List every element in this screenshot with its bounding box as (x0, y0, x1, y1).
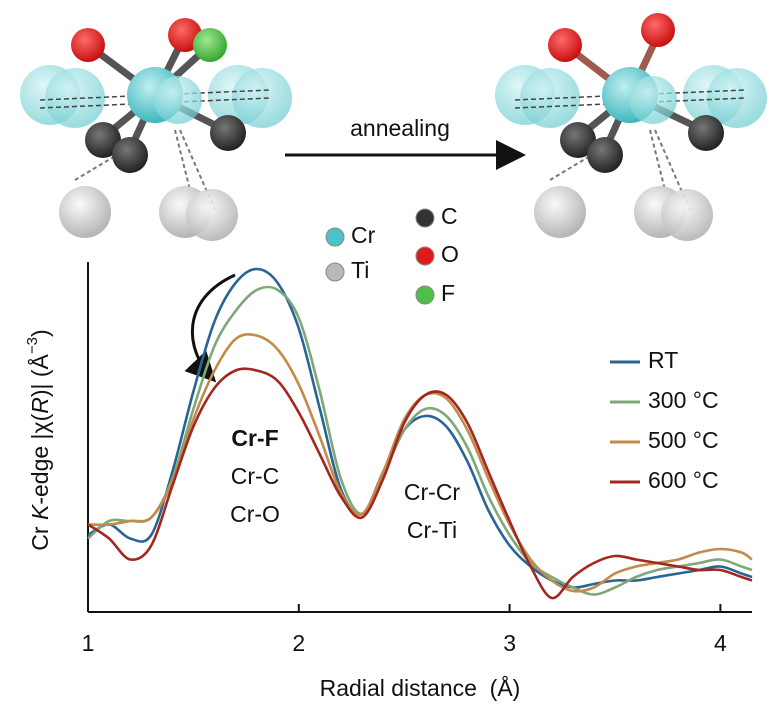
legend-label: 300 °C (648, 387, 719, 413)
atom-label: F (441, 280, 455, 306)
legend-label: RT (648, 347, 678, 373)
atom-label: Cr (351, 222, 376, 248)
x-tick-label: 2 (292, 630, 305, 656)
atom-swatch (326, 228, 344, 246)
molecule-after (495, 13, 767, 241)
y-label-part: ) (27, 329, 53, 337)
x-axis-label: Radial distance (Å) (320, 674, 521, 701)
atom-swatch (326, 263, 344, 281)
x-tick-label: 4 (714, 630, 727, 656)
y-label-part: −3 (24, 337, 41, 354)
x-tick-label: 3 (503, 630, 516, 656)
legend-label: 500 °C (648, 427, 719, 453)
molecule-before (20, 18, 292, 241)
atom-label: Ti (351, 257, 369, 283)
atom-swatch (416, 286, 434, 304)
x-tick-label: 1 (82, 630, 95, 656)
annotation: Cr-O (230, 501, 280, 527)
atom-swatch (416, 247, 434, 265)
figure: annealing Cr K-edge |χ(R)| (Å−3) Radial … (0, 0, 783, 717)
annotation: Cr-Ti (407, 517, 457, 543)
atom-label: C (441, 203, 458, 229)
atom-label: O (441, 241, 459, 267)
annotation: Cr-C (231, 463, 280, 489)
annotation: Cr-Cr (404, 479, 461, 505)
atom-swatch (416, 209, 434, 227)
process-label: annealing (350, 115, 450, 141)
y-label-part: R (27, 397, 53, 414)
y-label-part: -edge |χ( (27, 413, 53, 504)
annotation: Cr-F (231, 425, 278, 451)
legend-label: 600 °C (648, 467, 719, 493)
y-label-part: Cr (27, 520, 53, 551)
y-axis-label: Cr K-edge |χ(R)| (Å−3) (24, 329, 53, 550)
y-label-part: )| (Å (26, 353, 53, 397)
